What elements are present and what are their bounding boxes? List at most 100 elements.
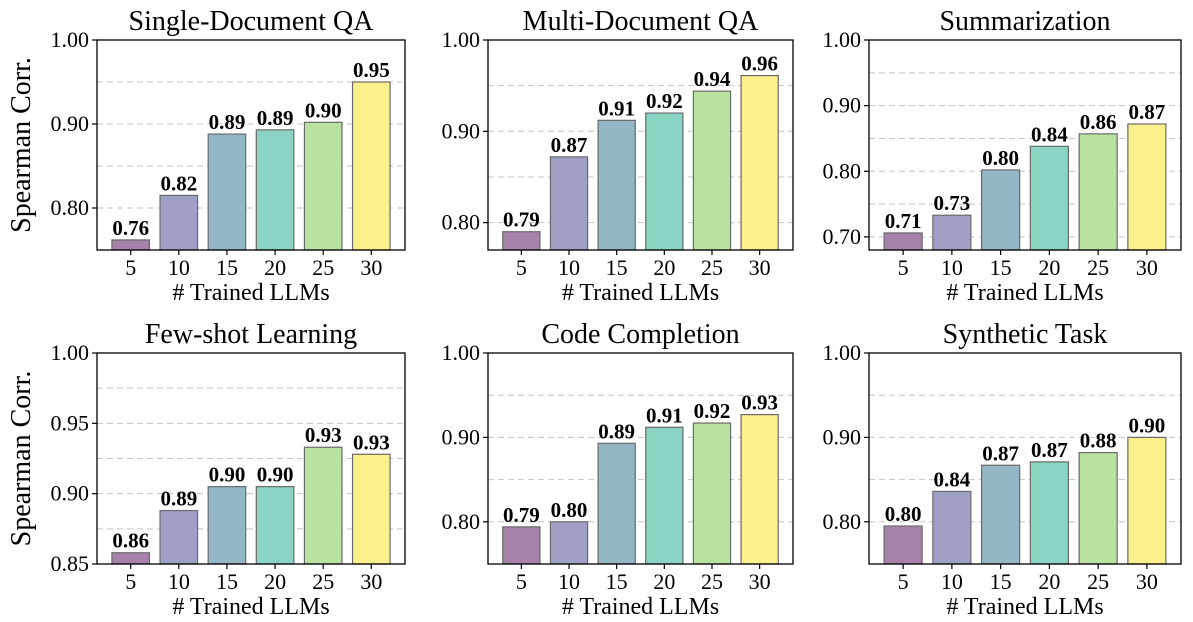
data-label: 0.73	[934, 191, 971, 215]
data-label: 0.96	[741, 52, 778, 76]
x-axis-label: # Trained LLMs	[172, 594, 329, 620]
bar	[883, 525, 923, 565]
data-label: 0.80	[551, 498, 588, 522]
y-tick-label: 0.80	[51, 195, 90, 220]
data-label: 0.95	[353, 58, 390, 82]
x-tick-label: 15	[216, 255, 238, 280]
x-tick-label: 30	[749, 255, 771, 280]
bar	[111, 552, 151, 565]
data-label: 0.93	[305, 423, 342, 447]
data-label: 0.90	[1129, 413, 1166, 437]
chart-panel-6: 0.80 0.84 0.87 0.87 0.88 0.90 0.80 0.90 1.00 5 10 1…	[823, 319, 1182, 620]
x-tick-label: 20	[264, 569, 286, 594]
plot-frame	[487, 39, 794, 251]
data-label: 0.91	[598, 96, 635, 120]
bar	[981, 464, 1021, 565]
x-tick-label: 25	[701, 255, 723, 280]
chart-title: Multi-Document QA	[523, 6, 759, 37]
x-tick-label: 5	[898, 569, 909, 594]
y-axis-label: Spearman Corr.	[6, 371, 37, 547]
x-tick-label: 20	[1038, 569, 1060, 594]
x-tick-label: 10	[941, 255, 963, 280]
bar	[159, 509, 199, 565]
chart-title: Code Completion	[541, 319, 739, 350]
bar	[207, 133, 247, 251]
y-tick-label: 0.85	[51, 551, 90, 576]
chart-panel-4: 0.86 0.89 0.90 0.90 0.93 0.93 0.85 0.90 0.95 1.00…	[6, 319, 406, 620]
bar	[932, 490, 972, 565]
plot-frame	[96, 352, 406, 565]
bar	[1127, 436, 1167, 565]
data-label: 0.87	[1031, 438, 1068, 462]
bar	[597, 119, 636, 251]
x-tick-label: 15	[990, 569, 1012, 594]
x-tick-label: 30	[360, 569, 382, 594]
x-tick-label: 10	[168, 255, 190, 280]
bar	[692, 422, 732, 565]
data-label: 0.87	[982, 441, 1019, 465]
chart-panel-5: 0.79 0.80 0.89 0.91 0.92 0.93 0.80 0.90 1.00 5 10 1…	[442, 319, 794, 620]
bar	[351, 453, 391, 565]
y-tick-label: 0.80	[442, 210, 481, 235]
bar	[932, 214, 972, 251]
data-label: 0.89	[257, 106, 294, 130]
y-tick-label: 0.90	[51, 481, 90, 506]
data-label: 0.88	[1080, 429, 1117, 453]
x-tick-label: 25	[312, 569, 334, 594]
bar	[351, 81, 391, 251]
x-tick-label: 10	[168, 569, 190, 594]
data-label: 0.91	[646, 403, 683, 427]
x-tick-label: 20	[1038, 255, 1060, 280]
x-tick-label: 25	[701, 569, 723, 594]
data-label: 0.79	[503, 208, 540, 232]
y-tick-label: 0.70	[823, 224, 862, 249]
y-tick-label: 0.80	[823, 158, 862, 183]
bar	[159, 194, 199, 251]
bar	[303, 446, 343, 565]
bar	[597, 442, 636, 565]
data-label: 0.87	[551, 133, 588, 157]
x-tick-label: 30	[749, 569, 771, 594]
bar	[255, 486, 295, 565]
x-tick-label: 30	[1136, 255, 1158, 280]
x-tick-label: 10	[558, 569, 580, 594]
x-tick-label: 25	[1087, 255, 1109, 280]
bar	[502, 526, 541, 565]
data-label: 0.89	[598, 419, 635, 443]
bar	[1078, 133, 1118, 251]
bar	[1078, 451, 1118, 565]
y-tick-label: 0.90	[823, 424, 862, 449]
data-label: 0.90	[305, 98, 342, 122]
data-label: 0.92	[646, 89, 683, 113]
data-label: 0.87	[1129, 100, 1166, 124]
x-axis-label: # Trained LLMs	[562, 280, 719, 306]
bar	[502, 231, 541, 251]
y-tick-label: 0.90	[442, 118, 481, 143]
data-label: 0.92	[694, 399, 731, 423]
x-axis-label: # Trained LLMs	[946, 280, 1103, 306]
y-axis-label: Spearman Corr.	[6, 57, 37, 233]
x-axis-label: # Trained LLMs	[946, 594, 1103, 620]
y-tick-label: 1.00	[442, 27, 481, 52]
chart-title: Summarization	[939, 6, 1110, 37]
x-tick-label: 30	[360, 255, 382, 280]
y-tick-label: 0.90	[823, 93, 862, 118]
x-tick-label: 5	[516, 255, 527, 280]
data-label: 0.84	[934, 467, 971, 491]
x-axis-label: # Trained LLMs	[172, 280, 329, 306]
y-tick-label: 1.00	[823, 27, 862, 52]
bar	[549, 156, 589, 251]
data-label: 0.71	[885, 209, 922, 233]
plot-frame	[487, 352, 794, 565]
y-tick-label: 0.80	[823, 509, 862, 534]
data-label: 0.86	[1080, 110, 1117, 134]
bar	[981, 169, 1021, 251]
bar	[207, 486, 247, 565]
y-tick-label: 1.00	[823, 340, 862, 365]
x-tick-label: 5	[125, 569, 136, 594]
x-tick-label: 5	[516, 569, 527, 594]
data-label: 0.86	[112, 529, 149, 553]
x-tick-label: 10	[558, 255, 580, 280]
bar	[740, 75, 779, 251]
